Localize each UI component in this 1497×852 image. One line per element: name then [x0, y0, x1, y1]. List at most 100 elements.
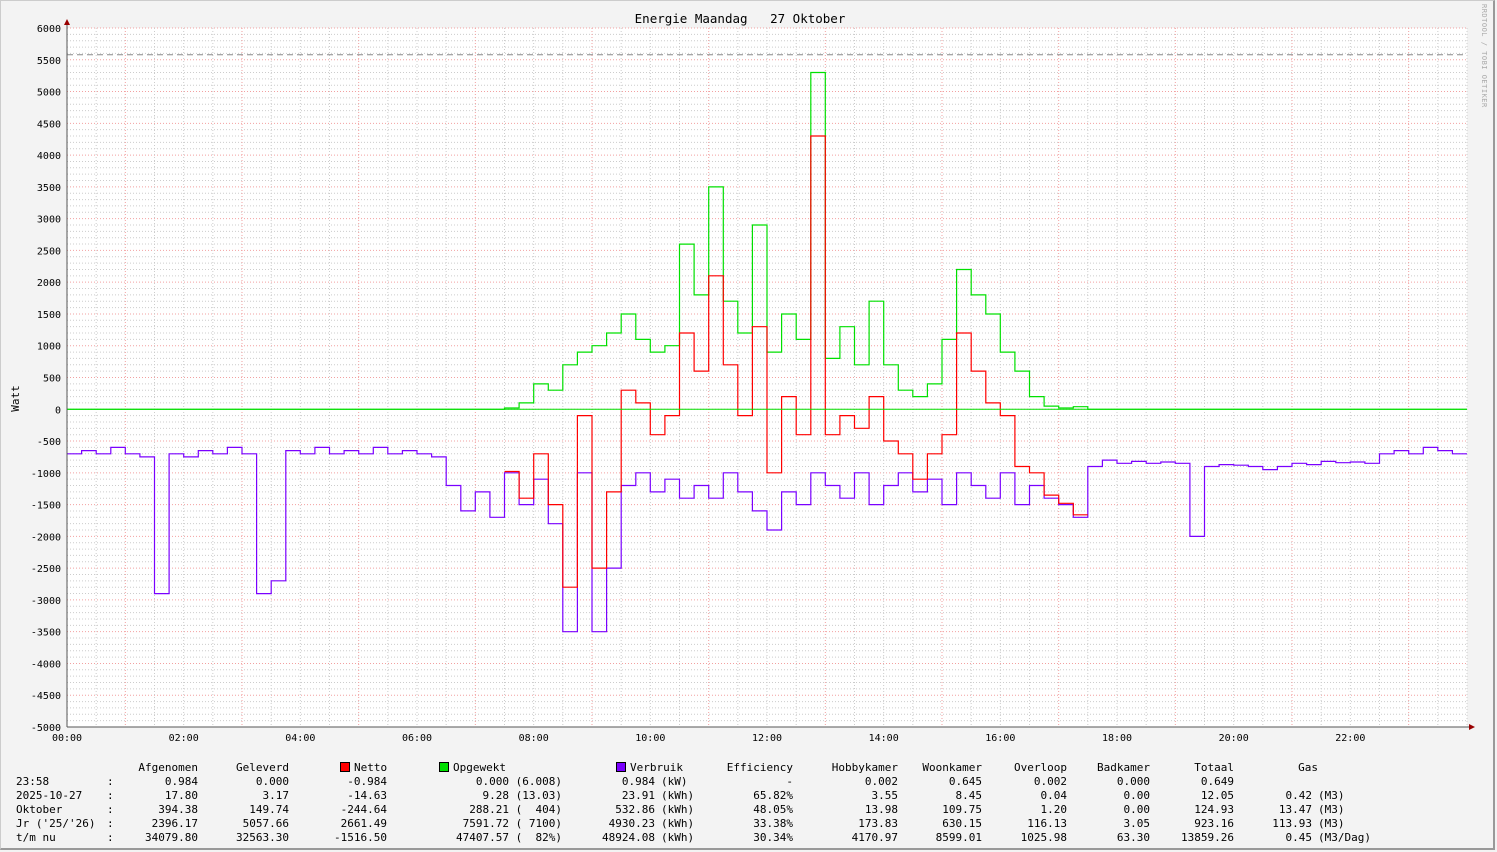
cell-geleverd: 0.000: [255, 775, 289, 788]
cell-woonkamer: 8599.01: [935, 831, 982, 844]
cell-overloop: 0.002: [1033, 775, 1067, 788]
y-tick-label: -5000: [31, 723, 61, 734]
x-tick-label: 16:00: [985, 733, 1015, 744]
legend-swatch-icon: [340, 762, 350, 772]
cell-afgenomen: 17.80: [164, 789, 198, 802]
row-separator: :: [107, 789, 114, 802]
rrdtool-watermark: RRDTOOL / TOBI OETIKER: [1480, 4, 1488, 108]
legend-netto: Netto: [340, 761, 387, 775]
cell-badkamer: 0.000: [1116, 775, 1150, 788]
cell-netto: -0.984: [347, 775, 387, 788]
cell-opgewekt: 288.21 ( 404): [469, 803, 562, 816]
row-separator: :: [107, 831, 114, 844]
column-header-woonkamer: Woonkamer: [922, 761, 982, 774]
cell-woonkamer: 109.75: [942, 803, 982, 816]
cell-gas-unit: (M3/Dag): [1318, 831, 1371, 844]
legend-label: Verbruik: [630, 761, 683, 774]
cell-badkamer: 0.00: [1123, 789, 1151, 802]
column-header-gas: Gas: [1298, 761, 1318, 774]
x-tick-label: 14:00: [869, 733, 899, 744]
y-tick-label: 3500: [37, 183, 61, 194]
series-verbruik-line: [67, 446, 1467, 633]
y-tick-label: -3500: [31, 628, 61, 639]
cell-badkamer: 3.05: [1123, 817, 1151, 830]
column-header-geleverd: Geleverd: [236, 761, 289, 774]
cell-gas-unit: (M3): [1318, 789, 1345, 802]
cell-verbruik: 23.91: [621, 789, 655, 802]
cell-opgewekt: 9.28 (13.03): [482, 789, 562, 802]
column-header-totaal: Totaal: [1194, 761, 1234, 774]
x-tick-label: 20:00: [1219, 733, 1249, 744]
y-tick-label: 1000: [37, 342, 61, 353]
x-tick-label: 06:00: [402, 733, 432, 744]
cell-hobbykamer: 4170.97: [851, 831, 898, 844]
legend-opgewekt: Opgewekt: [439, 761, 506, 775]
cell-efficiency: 30.34%: [753, 831, 793, 844]
x-tick-label: 04:00: [285, 733, 315, 744]
y-tick-label: 5500: [37, 56, 61, 67]
cell-gas: 13.47: [1278, 803, 1312, 816]
cell-geleverd: 32563.30: [236, 831, 289, 844]
cell-verbruik: 48924.08: [602, 831, 655, 844]
cell-opgewekt: 7591.72 ( 7100): [462, 817, 562, 830]
cell-verbruik: 532.86: [615, 803, 655, 816]
cell-gas: 0.42: [1285, 789, 1313, 802]
y-tick-label: 1500: [37, 310, 61, 321]
y-tick-label: -1500: [31, 501, 61, 512]
cell-hobbykamer: 13.98: [864, 803, 898, 816]
legend-verbruik: Verbruik: [616, 761, 683, 775]
y-tick-label: -2000: [31, 532, 61, 543]
cell-woonkamer: 630.15: [942, 817, 982, 830]
cell-verbruik-unit: (kWh): [661, 789, 695, 802]
column-header-badkamer: Badkamer: [1097, 761, 1150, 774]
column-header-afgenomen: Afgenomen: [138, 761, 198, 774]
cell-hobbykamer: 0.002: [864, 775, 898, 788]
x-tick-label: 10:00: [635, 733, 665, 744]
y-tick-label: 4000: [37, 151, 61, 162]
legend-label: Netto: [354, 761, 388, 774]
y-tick-label: 0: [55, 405, 61, 416]
cell-overloop: 1.20: [1040, 803, 1068, 816]
cell-badkamer: 63.30: [1116, 831, 1150, 844]
y-axis-arrow-icon: [64, 19, 70, 25]
cell-opgewekt: 47407.57 ( 82%): [456, 831, 562, 844]
row-separator: :: [107, 803, 114, 816]
row-label: 2025-10-27: [16, 789, 83, 802]
cell-woonkamer: 0.645: [948, 775, 982, 788]
cell-totaal: 0.649: [1200, 775, 1234, 788]
cell-totaal: 124.93: [1194, 803, 1234, 816]
y-tick-label: 6000: [37, 24, 61, 35]
column-header-overloop: Overloop: [1014, 761, 1067, 774]
x-tick-label: 18:00: [1102, 733, 1132, 744]
cell-verbruik-unit: (kWh): [661, 817, 695, 830]
row-label: t/m nu: [16, 831, 56, 844]
x-tick-label: 12:00: [752, 733, 782, 744]
cell-verbruik: 0.984: [621, 775, 655, 788]
cell-totaal: 923.16: [1194, 817, 1234, 830]
y-tick-label: 4500: [37, 119, 61, 130]
cell-geleverd: 5057.66: [242, 817, 289, 830]
cell-netto: -14.63: [347, 789, 387, 802]
cell-afgenomen: 34079.80: [145, 831, 198, 844]
cell-gas-unit: (M3): [1318, 817, 1345, 830]
x-tick-label: 00:00: [52, 733, 82, 744]
cell-verbruik-unit: (kW): [661, 775, 688, 788]
y-tick-label: -3000: [31, 596, 61, 607]
cell-gas-unit: (M3): [1318, 803, 1345, 816]
cell-efficiency: -: [786, 775, 793, 788]
chart-title: Energie Maandag 27 Oktober: [634, 11, 846, 26]
y-tick-label: -2500: [31, 564, 61, 575]
row-label: Oktober: [16, 803, 63, 816]
series-netto-line: [504, 135, 1088, 588]
cell-woonkamer: 8.45: [955, 789, 983, 802]
row-label: 23:58: [16, 775, 50, 788]
y-axis-label: Watt: [8, 385, 22, 412]
cell-netto: 2661.49: [340, 817, 387, 830]
x-tick-label: 02:00: [169, 733, 199, 744]
cell-gas: 0.45: [1285, 831, 1313, 844]
legend-label: Opgewekt: [453, 761, 506, 774]
row-separator: :: [107, 775, 114, 788]
cell-geleverd: 3.17: [262, 789, 290, 802]
cell-afgenomen: 394.38: [158, 803, 198, 816]
